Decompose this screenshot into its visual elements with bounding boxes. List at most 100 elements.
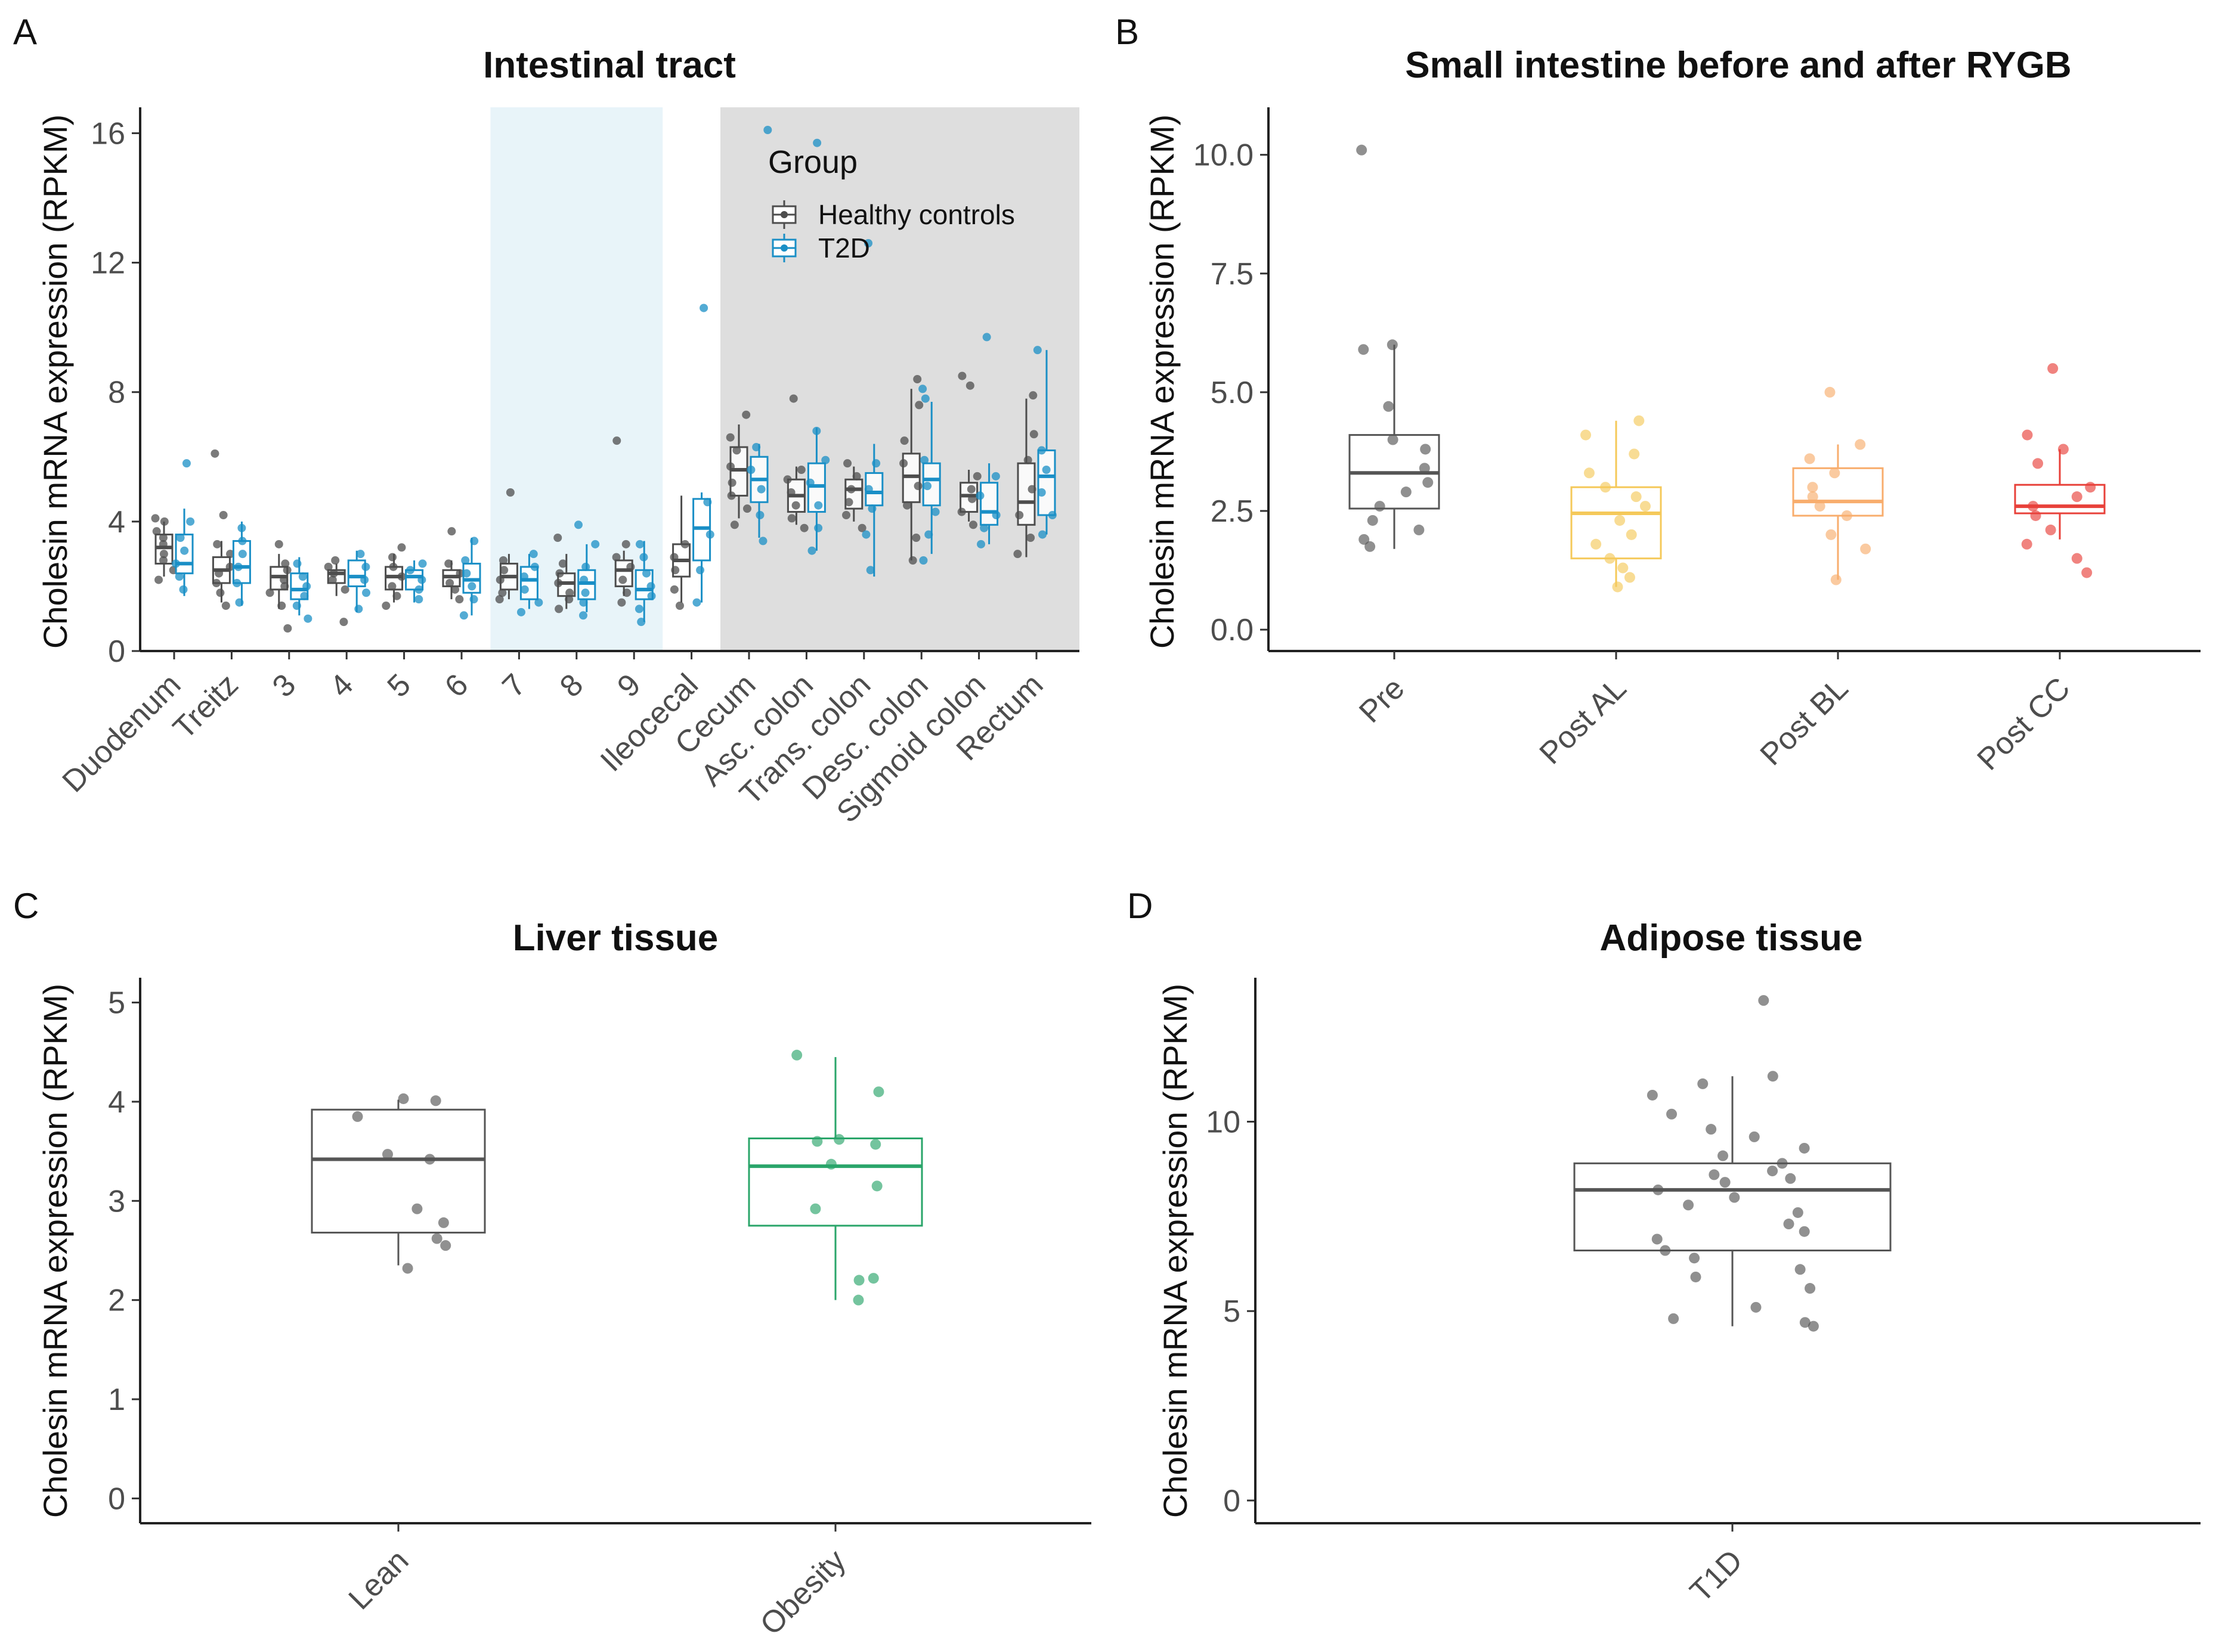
data-point (1420, 444, 1431, 455)
data-point (703, 498, 712, 507)
data-point (455, 595, 464, 604)
y-axis-label-b: Cholesin mRNA expression (RPKM) (1143, 114, 1181, 649)
data-point (617, 598, 626, 607)
data-point (154, 575, 163, 584)
data-point (789, 394, 798, 403)
y-tick-label: 16 (91, 116, 125, 151)
data-point (388, 582, 397, 591)
data-point (362, 588, 371, 597)
data-point (212, 579, 221, 587)
data-point (1748, 1131, 1760, 1142)
data-point (496, 575, 505, 584)
data-point (931, 507, 940, 516)
data-point (182, 459, 191, 468)
data-point (1356, 144, 1367, 156)
data-point (438, 1217, 449, 1228)
data-point (812, 426, 821, 435)
y-axis-label-a: Cholesin mRNA expression (RPKM) (36, 114, 74, 649)
data-point (331, 556, 340, 565)
data-point (1855, 439, 1866, 450)
data-point (388, 553, 397, 562)
data-point (992, 511, 1001, 519)
data-point (555, 605, 564, 613)
data-point (908, 556, 917, 565)
data-point (499, 556, 508, 565)
panel-intestinal-tract: A Intestinal tract Cholesin mRNA express… (13, 12, 1079, 829)
data-point (825, 1158, 837, 1170)
data-point (847, 485, 856, 494)
data-point (807, 546, 816, 555)
data-point (500, 566, 509, 575)
data-point (1824, 386, 1836, 398)
data-point (495, 595, 504, 604)
data-point (1785, 1173, 1796, 1184)
data-point (612, 436, 621, 445)
x-tick-label: 3 (266, 667, 302, 703)
data-point (361, 562, 370, 571)
data-point (328, 575, 337, 584)
data-point (1029, 391, 1038, 400)
data-point (787, 514, 796, 523)
data-point (844, 498, 853, 507)
data-point (1639, 501, 1651, 512)
data-point (354, 605, 363, 613)
data-point (957, 507, 966, 516)
data-point (1792, 1207, 1803, 1218)
data-point (866, 566, 875, 575)
x-tick-label: 5 (381, 667, 417, 703)
data-point (991, 472, 1000, 481)
data-point (1825, 529, 1837, 540)
data-point (225, 562, 234, 571)
data-point (470, 537, 479, 545)
data-point (980, 523, 989, 532)
data-point (152, 527, 161, 536)
data-point (783, 475, 792, 484)
data-point (159, 550, 168, 559)
data-point (621, 540, 630, 548)
data-point (180, 546, 189, 555)
data-point (1758, 995, 1769, 1006)
data-point (923, 482, 932, 491)
data-point (730, 520, 739, 529)
data-point (462, 569, 471, 578)
legend-label: T2D (818, 233, 870, 264)
data-point (700, 303, 708, 312)
data-point (565, 588, 574, 597)
data-point (1799, 1142, 1810, 1154)
data-point (382, 602, 391, 610)
x-tick-label: 6 (438, 667, 475, 703)
data-point (1633, 415, 1645, 426)
data-point (506, 488, 515, 497)
box-post-al (1570, 420, 1662, 587)
data-point (274, 540, 283, 548)
data-point (1023, 455, 1032, 464)
data-point (382, 1149, 394, 1160)
y-tick-label: 8 (108, 376, 125, 410)
data-point (277, 602, 286, 610)
data-point (1717, 1150, 1729, 1161)
data-point (1689, 1253, 1700, 1264)
y-tick-label: 2 (108, 1284, 125, 1318)
data-point (159, 556, 168, 565)
data-point (1660, 1245, 1671, 1256)
panel-label-a: A (13, 12, 37, 52)
data-point (558, 559, 567, 568)
data-point (1042, 466, 1051, 474)
data-point (1612, 581, 1623, 593)
data-point (430, 1095, 441, 1107)
data-point (1048, 511, 1057, 519)
data-point (636, 540, 645, 548)
y-tick-label: 12 (91, 246, 125, 281)
data-point (1804, 453, 1815, 464)
data-point (757, 485, 766, 494)
panel-liver-tissue: C Liver tissue Cholesin mRNA expression … (13, 886, 1091, 1642)
data-point (968, 494, 977, 503)
data-point (1015, 511, 1024, 519)
shaded-region (490, 107, 663, 651)
data-point (973, 472, 982, 481)
data-point (280, 575, 289, 584)
data-point (302, 582, 311, 591)
data-point (456, 569, 465, 578)
